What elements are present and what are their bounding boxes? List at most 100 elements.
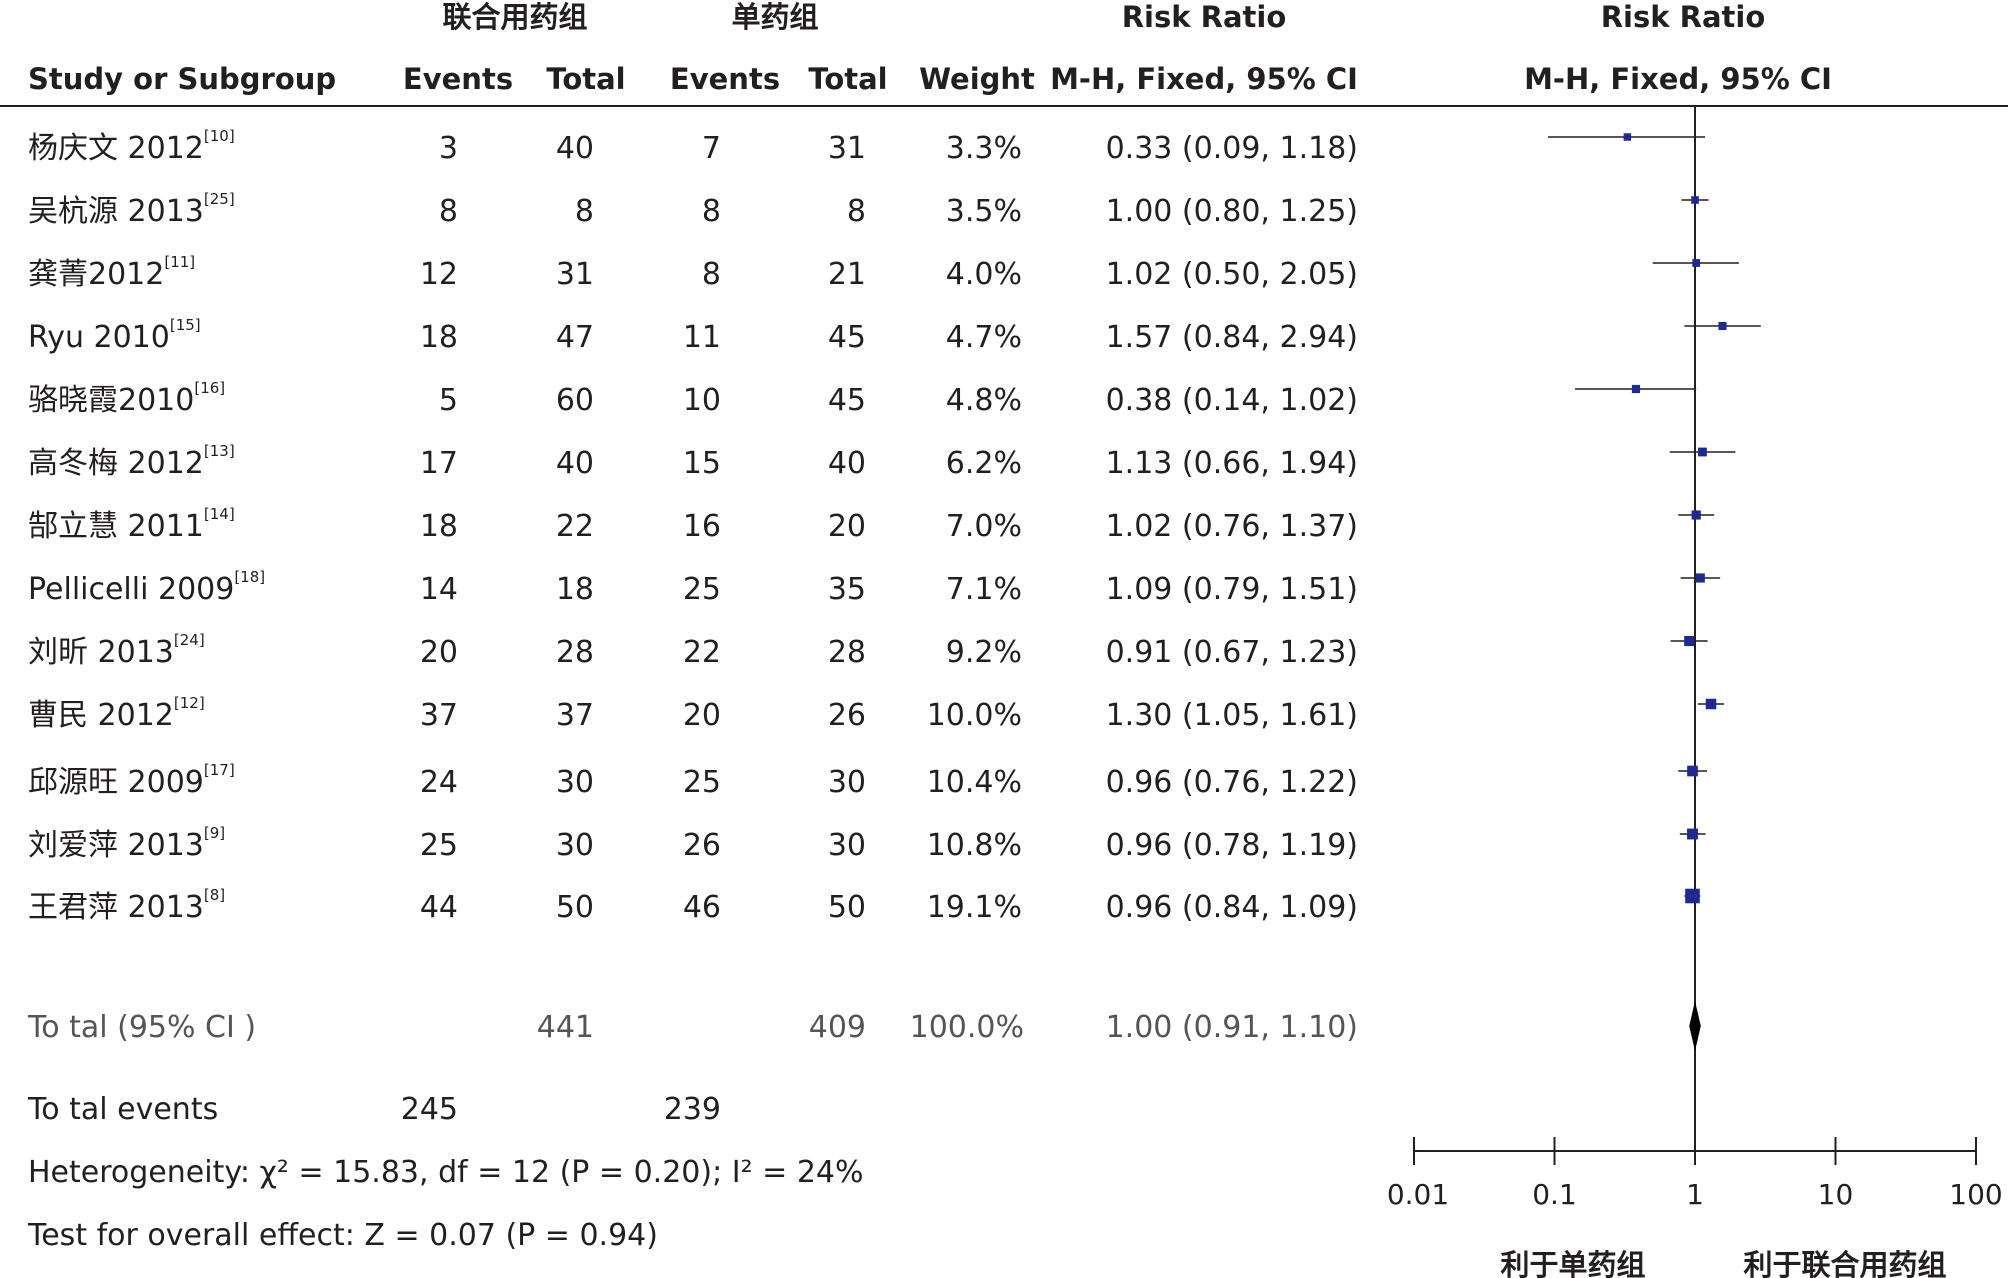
control-events: 26 xyxy=(682,828,721,863)
x-tick-label: 0.1 xyxy=(1532,1178,1577,1211)
study-effect-marker xyxy=(1705,698,1717,710)
total-events-control: 239 xyxy=(663,1092,721,1127)
treatment-total: 47 xyxy=(555,320,594,355)
study-name: 曹民 2012[12] xyxy=(28,696,205,733)
study-effect-marker xyxy=(1684,635,1695,647)
reference-superscript: [13] xyxy=(203,442,235,460)
study-name-text: 刘爱萍 2013 xyxy=(28,828,204,863)
treatment-total: 28 xyxy=(555,635,594,670)
study-name: 杨庆文 2012[10] xyxy=(28,129,235,164)
study-risk-ratio: 1.13 (0.66, 1.94) xyxy=(1105,446,1358,481)
total-events-label: To tal events xyxy=(28,1092,219,1127)
control-group-header: 单药组 xyxy=(731,0,819,34)
study-name: Ryu 2010[15] xyxy=(28,318,201,355)
treatment-total: 40 xyxy=(555,446,594,481)
study-name-text: 曹民 2012 xyxy=(28,698,174,733)
treatment-total: 50 xyxy=(555,890,594,925)
treatment-events: 18 xyxy=(419,320,458,355)
control-total-header: Total xyxy=(808,62,888,96)
study-risk-ratio: 0.96 (0.84, 1.09) xyxy=(1105,890,1358,925)
study-effect-marker xyxy=(1623,133,1632,141)
study-weight: 10.4% xyxy=(926,765,1022,800)
reference-superscript: [25] xyxy=(203,190,235,208)
reference-superscript: [17] xyxy=(203,761,235,779)
reference-superscript: [18] xyxy=(234,568,266,586)
heterogeneity-text: Heterogeneity: χ² = 15.83, df = 12 (P = … xyxy=(28,1155,864,1190)
reference-superscript: [15] xyxy=(169,316,201,334)
control-events: 16 xyxy=(682,509,721,544)
study-name: 王君萍 2013[8] xyxy=(28,888,225,923)
study-weight: 6.2% xyxy=(945,446,1022,481)
reference-superscript: [24] xyxy=(173,631,205,649)
study-effect-marker xyxy=(1687,828,1698,840)
control-total: 28 xyxy=(827,635,866,670)
control-total: 35 xyxy=(827,572,866,607)
plot-method-header: M-H, Fixed, 95% CI xyxy=(1524,62,1832,96)
control-total: 21 xyxy=(827,257,866,292)
total-label: To tal (95% CI ) xyxy=(28,1010,257,1045)
study-weight: 9.2% xyxy=(945,635,1022,670)
study-name-text: Pellicelli 2009 xyxy=(28,572,235,607)
treatment-events: 44 xyxy=(419,890,458,925)
treatment-total: 30 xyxy=(555,828,594,863)
reference-superscript: [14] xyxy=(203,505,235,523)
control-events: 20 xyxy=(682,698,721,733)
risk-ratio-method-header: M-H, Fixed, 95% CI xyxy=(1050,62,1358,96)
study-name: 刘爱萍 2013[9] xyxy=(28,826,225,863)
control-events: 10 xyxy=(682,383,721,418)
treatment-events: 12 xyxy=(419,257,458,292)
control-total: 20 xyxy=(827,509,866,544)
study-name: 吴杭源 2013[25] xyxy=(28,192,235,227)
study-effect-marker xyxy=(1691,196,1699,204)
study-effect-marker xyxy=(1695,573,1705,583)
study-name-text: 骆晓霞2010 xyxy=(28,383,195,418)
study-effect-marker xyxy=(1685,888,1700,904)
study-name-text: 郜立慧 2011 xyxy=(28,509,204,544)
control-total: 50 xyxy=(827,890,866,925)
study-risk-ratio: 1.00 (0.80, 1.25) xyxy=(1105,194,1358,229)
study-name: 龚菁2012[11] xyxy=(28,255,195,290)
control-events: 25 xyxy=(682,765,721,800)
study-weight: 7.1% xyxy=(945,572,1022,607)
reference-superscript: [8] xyxy=(203,886,226,904)
treatment-events: 5 xyxy=(438,383,458,418)
study-risk-ratio: 0.96 (0.76, 1.22) xyxy=(1105,765,1358,800)
study-effect-marker xyxy=(1687,765,1698,777)
control-total: 26 xyxy=(827,698,866,733)
treatment-events: 14 xyxy=(419,572,458,607)
study-name-text: 高冬梅 2012 xyxy=(28,446,204,481)
total-risk-ratio: 1.00 (0.91, 1.10) xyxy=(1105,1010,1358,1045)
treatment-events: 17 xyxy=(419,446,458,481)
study-weight: 3.5% xyxy=(945,194,1022,229)
control-events: 46 xyxy=(682,890,721,925)
reference-superscript: [12] xyxy=(173,694,205,712)
control-total: 31 xyxy=(827,131,866,166)
treatment-events: 24 xyxy=(419,765,458,800)
study-risk-ratio: 1.02 (0.50, 2.05) xyxy=(1105,257,1358,292)
study-name: 骆晓霞2010[16] xyxy=(28,381,225,418)
study-effect-marker xyxy=(1691,510,1701,520)
study-risk-ratio: 1.30 (1.05, 1.61) xyxy=(1105,698,1358,733)
header-rule xyxy=(0,105,2008,107)
study-effect-marker xyxy=(1631,384,1641,394)
favours-control-label: 利于单药组 xyxy=(1500,1248,1645,1278)
total-events-treatment: 245 xyxy=(400,1092,458,1127)
pooled-effect-diamond xyxy=(1689,1001,1701,1051)
study-column-header: Study or Subgroup xyxy=(28,62,337,96)
x-tick-label: 10 xyxy=(1818,1178,1854,1211)
study-name: 郜立慧 2011[14] xyxy=(28,507,235,544)
control-events: 22 xyxy=(682,635,721,670)
treatment-events-header: Events xyxy=(402,62,514,96)
treatment-total: 60 xyxy=(555,383,594,418)
reference-superscript: [10] xyxy=(203,127,235,145)
study-effect-marker xyxy=(1698,447,1707,457)
study-risk-ratio: 0.33 (0.09, 1.18) xyxy=(1105,131,1358,166)
study-name-text: Ryu 2010 xyxy=(28,320,170,355)
study-name: 刘昕 2013[24] xyxy=(28,633,205,668)
x-tick-label: 0.01 xyxy=(1387,1178,1449,1211)
treatment-events: 18 xyxy=(419,509,458,544)
study-weight: 3.3% xyxy=(945,131,1022,166)
control-total: 30 xyxy=(827,828,866,863)
total-weight: 100.0% xyxy=(909,1010,1024,1045)
